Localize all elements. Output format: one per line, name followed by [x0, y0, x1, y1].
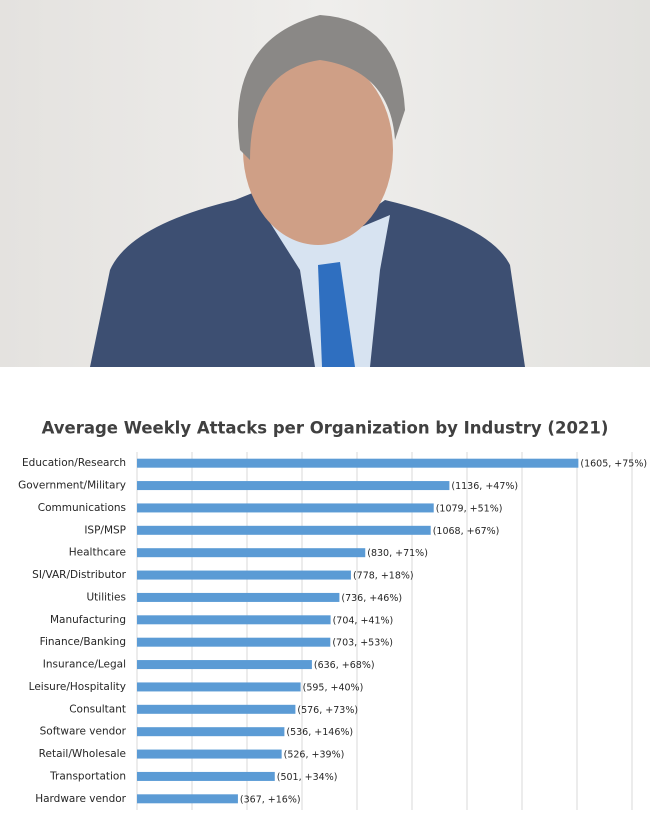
chart-title: Average Weekly Attacks per Organization …: [42, 419, 609, 438]
bar: [137, 637, 331, 647]
bar: [137, 660, 312, 670]
data-label: (830, +71%): [367, 548, 428, 559]
bar: [137, 503, 434, 513]
data-label: (1136, +47%): [451, 481, 518, 492]
bar: [137, 727, 285, 737]
data-label: (1079, +51%): [436, 503, 503, 514]
bar: [137, 570, 351, 580]
y-tick-label: Transportation: [49, 770, 126, 782]
data-label: (736, +46%): [341, 593, 402, 604]
y-tick-label: Healthcare: [69, 547, 126, 559]
y-tick-label: Software vendor: [40, 726, 127, 738]
photo: [0, 0, 650, 367]
data-label: (703, +53%): [332, 638, 393, 649]
bar: [137, 749, 282, 759]
y-tick-label: Consultant: [69, 703, 126, 715]
y-tick-label: Finance/Banking: [40, 636, 126, 648]
data-label: (595, +40%): [303, 682, 364, 693]
bar: [137, 458, 579, 468]
data-label: (367, +16%): [240, 794, 301, 805]
data-label: (778, +18%): [353, 571, 414, 582]
y-tick-label: Insurance/Legal: [43, 659, 126, 671]
bar: [137, 794, 238, 804]
data-label: (704, +41%): [333, 615, 394, 626]
bar: [137, 682, 301, 692]
data-label: (576, +73%): [297, 705, 358, 716]
data-label: (1605, +75%): [580, 459, 647, 470]
y-tick-label: Communications: [38, 502, 126, 514]
bar: [137, 481, 450, 491]
data-label: (1068, +67%): [433, 526, 500, 537]
bar: [137, 771, 275, 781]
data-label: (526, +39%): [284, 750, 345, 761]
bar: [137, 592, 340, 602]
data-label: (536, +146%): [286, 727, 353, 738]
y-tick-label: Education/Research: [22, 457, 126, 469]
y-tick-label: Retail/Wholesale: [39, 748, 126, 760]
y-tick-label: Leisure/Hospitality: [29, 681, 126, 693]
bar: [137, 704, 296, 714]
y-tick-label: Manufacturing: [50, 614, 126, 626]
y-tick-label: ISP/MSP: [84, 524, 126, 536]
bar: [137, 548, 366, 558]
bar: [137, 525, 431, 535]
data-label: (501, +34%): [277, 772, 338, 783]
data-label: (636, +68%): [314, 660, 375, 671]
y-tick-label: Hardware vendor: [35, 793, 126, 805]
y-tick-label: SI/VAR/Distributor: [32, 569, 127, 581]
bar: [137, 615, 331, 625]
y-tick-label: Utilities: [86, 591, 126, 603]
y-tick-label: Government/Military: [18, 480, 126, 492]
